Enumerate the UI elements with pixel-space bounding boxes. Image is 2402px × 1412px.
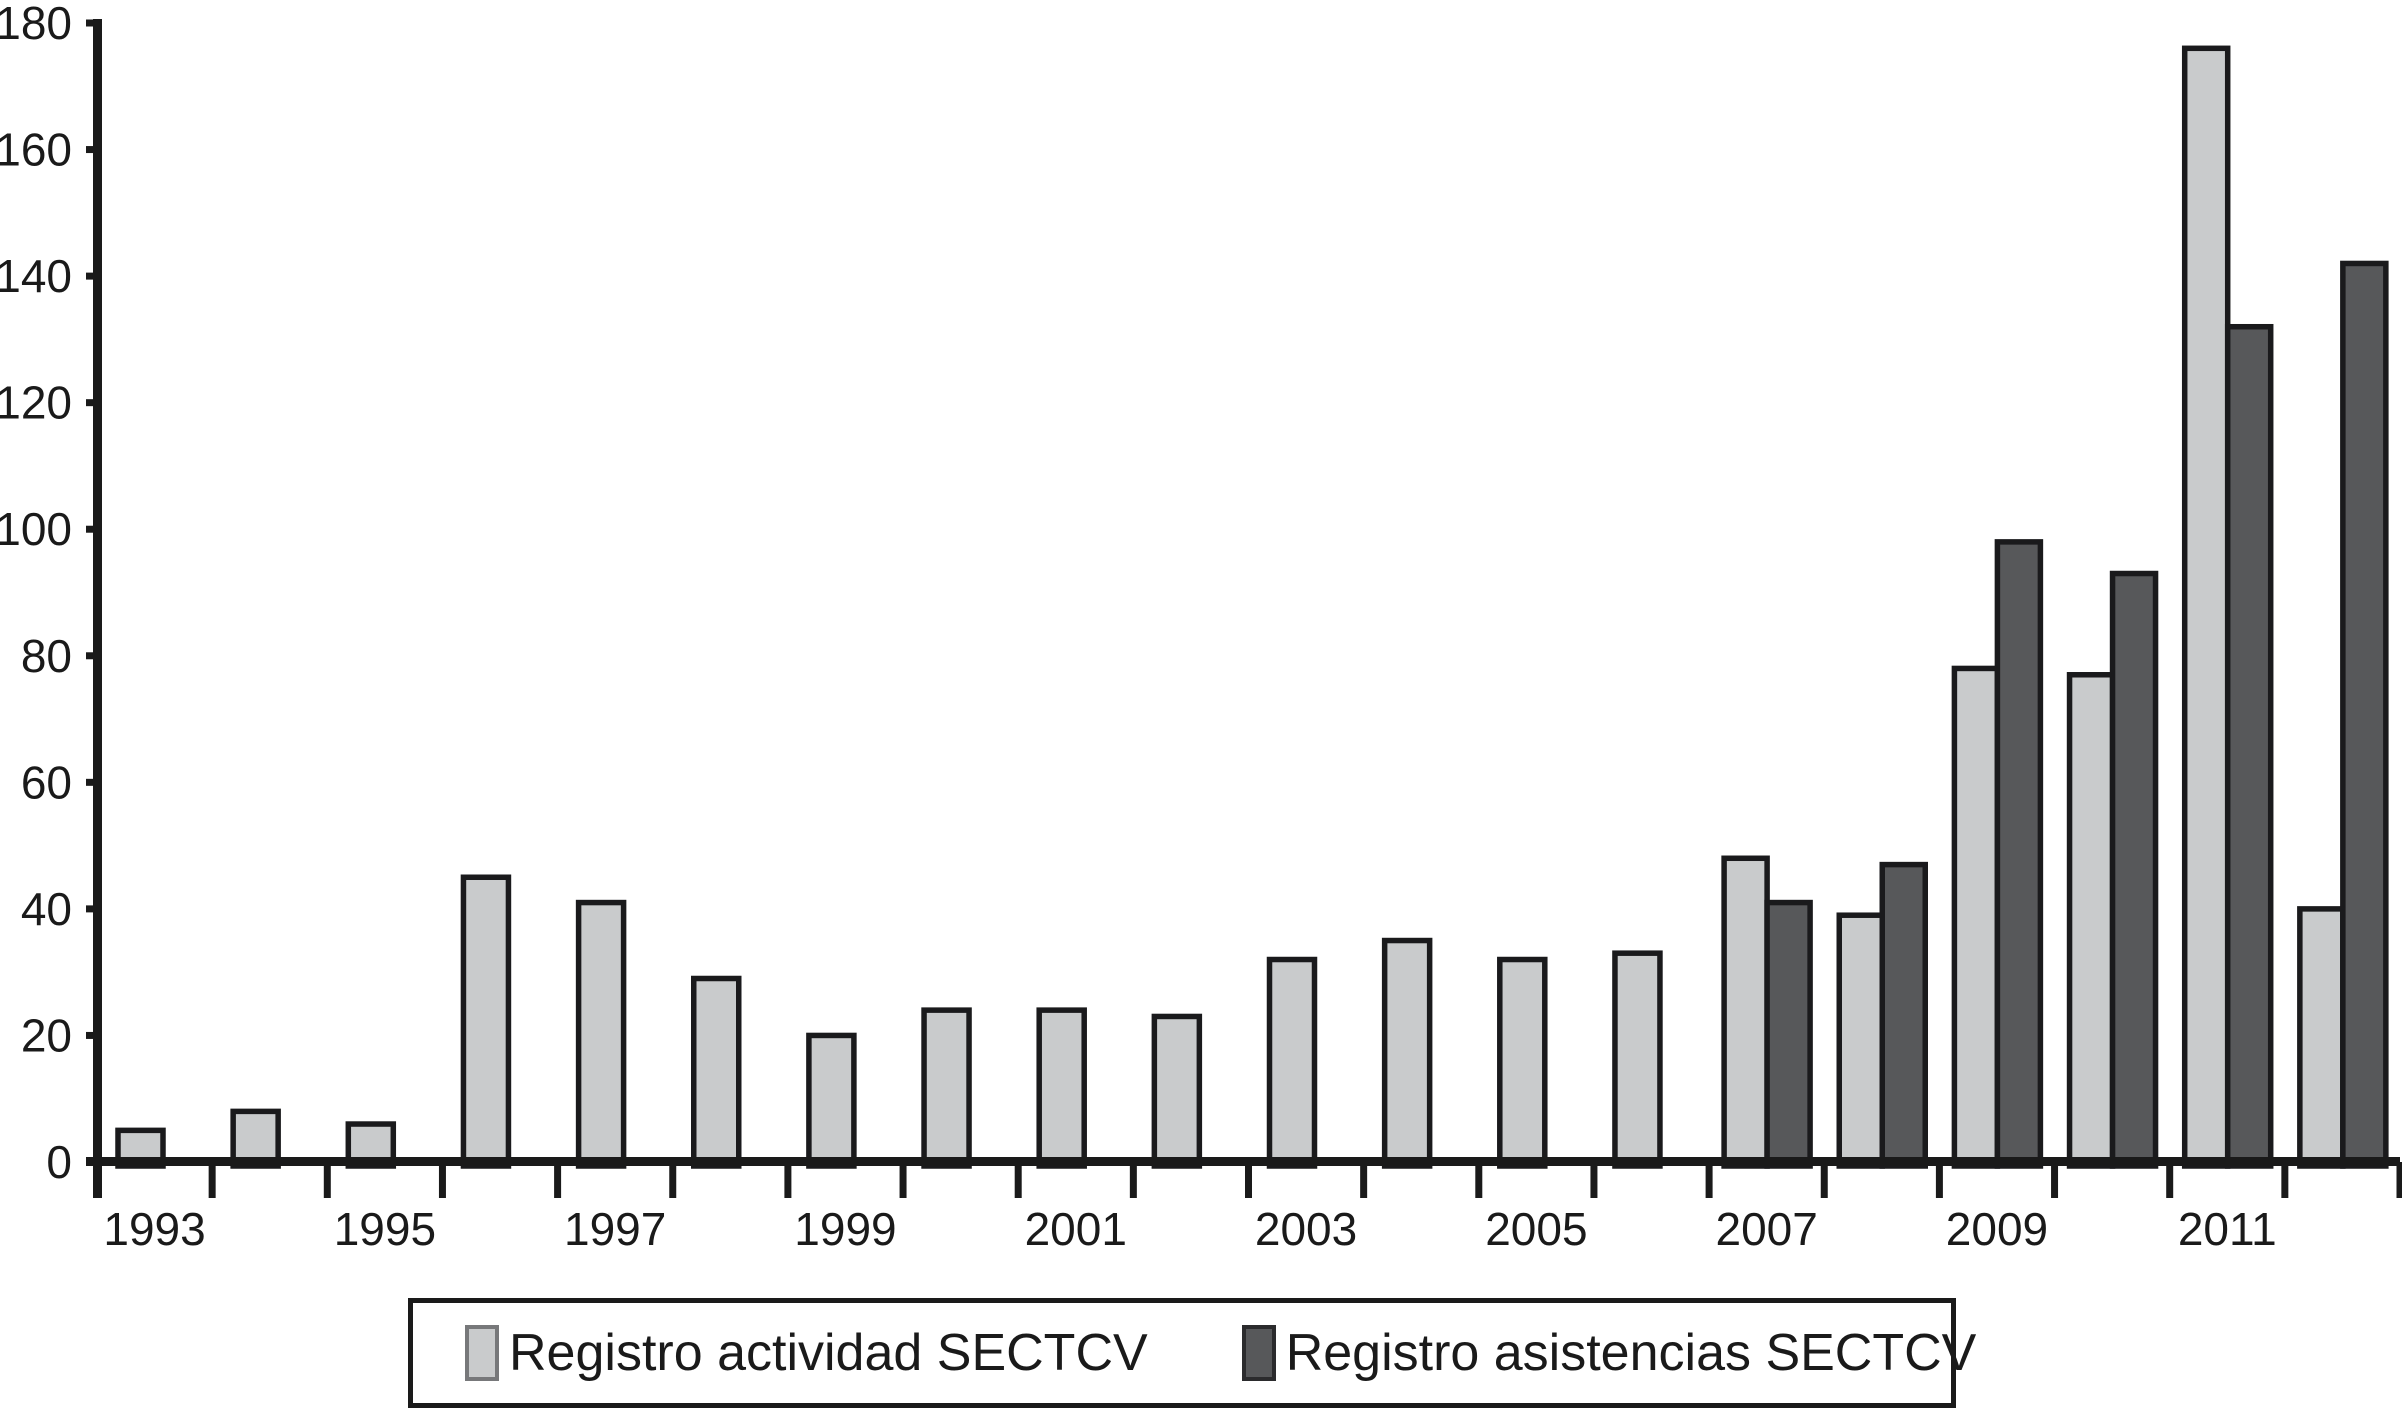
legend-label-actividad: Registro actividad SECTCV bbox=[509, 1324, 1148, 1382]
legend-item-actividad: Registro actividad SECTCV bbox=[465, 1323, 1148, 1383]
x-label-2009: 2009 bbox=[1946, 1203, 2048, 1255]
bar-1998-actividad bbox=[691, 975, 742, 1169]
bar-2012-actividad bbox=[2297, 906, 2346, 1169]
y-tick-label-60: 60 bbox=[21, 756, 72, 808]
y-tick-label-160: 160 bbox=[0, 124, 72, 176]
legend-item-asistencias: Registro asistencias SECTCV bbox=[1241, 1323, 1977, 1383]
x-label-2003: 2003 bbox=[1255, 1203, 1357, 1255]
x-label-1999: 1999 bbox=[794, 1203, 896, 1255]
bar-2005-actividad bbox=[1497, 956, 1548, 1169]
bar-2004-actividad bbox=[1381, 937, 1433, 1169]
bar-2010-asistencias bbox=[2109, 570, 2159, 1169]
bar-2007-actividad bbox=[1721, 855, 1770, 1169]
bar-1999-actividad bbox=[806, 1032, 857, 1169]
bar-2009-asistencias bbox=[1994, 539, 2044, 1169]
x-label-2001: 2001 bbox=[1025, 1203, 1127, 1255]
y-tick-label-140: 140 bbox=[0, 250, 72, 302]
bar-1997-actividad bbox=[575, 899, 627, 1169]
bar-2011-asistencias bbox=[2224, 323, 2274, 1169]
bar-2011-actividad bbox=[2181, 45, 2231, 1169]
x-label-1997: 1997 bbox=[564, 1203, 666, 1255]
y-tick-label-0: 0 bbox=[46, 1136, 72, 1188]
bar-2009-actividad bbox=[1951, 665, 2001, 1169]
y-tick-label-40: 40 bbox=[21, 883, 72, 935]
bar-2002-actividad bbox=[1151, 1013, 1203, 1169]
y-tick-label-80: 80 bbox=[21, 630, 72, 682]
bar-2001-actividad bbox=[1036, 1007, 1087, 1169]
light-gray-swatch bbox=[465, 1325, 499, 1381]
x-label-2007: 2007 bbox=[1716, 1203, 1818, 1255]
legend-label-asistencias: Registro asistencias SECTCV bbox=[1285, 1324, 1977, 1382]
y-tick-label-100: 100 bbox=[0, 503, 72, 555]
x-label-2011: 2011 bbox=[2178, 1203, 2277, 1255]
y-tick-label-20: 20 bbox=[21, 1009, 72, 1061]
bar-2000-actividad bbox=[921, 1007, 972, 1169]
legend: Registro actividad SECTCV Registro asist… bbox=[408, 1298, 1976, 1408]
bar-2006-actividad bbox=[1612, 950, 1663, 1169]
x-label-1995: 1995 bbox=[334, 1203, 436, 1255]
bar-2010-actividad bbox=[2066, 672, 2116, 1169]
dark-gray-swatch bbox=[1241, 1325, 1276, 1381]
y-tick-label-180: 180 bbox=[0, 0, 72, 49]
bar-2007-asistencias bbox=[1764, 899, 1813, 1169]
x-label-2005: 2005 bbox=[1485, 1203, 1587, 1255]
y-tick-label-120: 120 bbox=[0, 377, 72, 429]
bar-2008-asistencias bbox=[1879, 861, 1928, 1169]
bar-2012-asistencias bbox=[2340, 260, 2389, 1169]
bar-1996-actividad bbox=[460, 874, 512, 1169]
x-label-1993: 1993 bbox=[103, 1203, 205, 1255]
bar-2003-actividad bbox=[1266, 956, 1318, 1169]
bar-2008-actividad bbox=[1836, 912, 1885, 1169]
